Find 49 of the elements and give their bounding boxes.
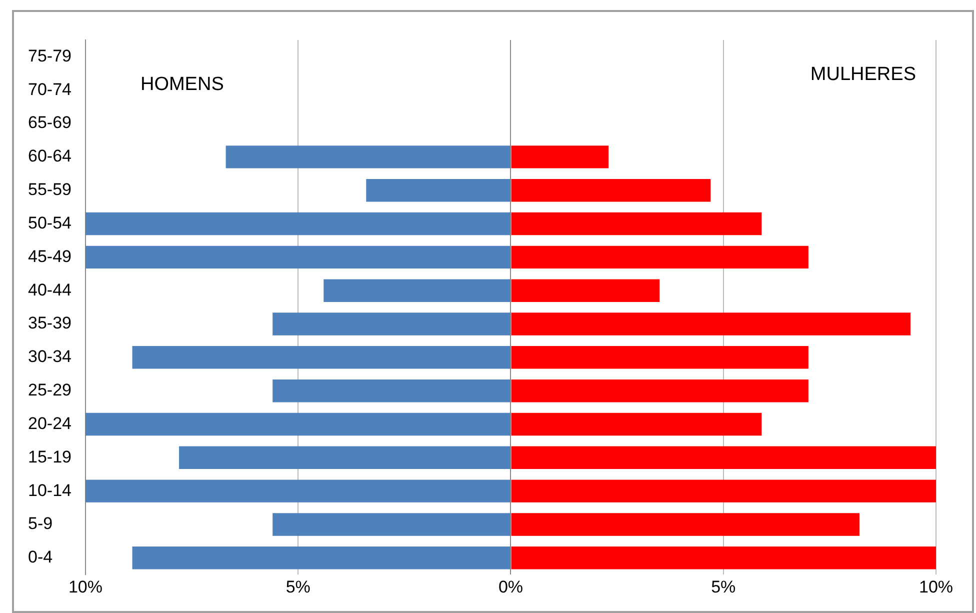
x-tick-label: 10% <box>68 577 102 596</box>
y-tick-label: 60-64 <box>28 146 72 166</box>
bar <box>511 212 762 236</box>
bar <box>179 446 510 470</box>
bar <box>272 513 510 536</box>
bar <box>511 480 936 502</box>
bar <box>85 480 510 502</box>
x-tick-label: 5% <box>286 577 310 596</box>
bar <box>366 178 510 202</box>
y-tick-label: 75-79 <box>28 46 72 66</box>
annotation: MULHERES <box>810 64 916 86</box>
bar <box>511 346 808 369</box>
bar <box>272 379 510 402</box>
bar <box>511 279 660 302</box>
y-tick-label: 5-9 <box>28 514 53 534</box>
bar <box>511 146 609 168</box>
y-tick-label: 35-39 <box>28 314 72 333</box>
bar <box>511 412 762 436</box>
bar <box>511 178 711 202</box>
y-tick-label: 30-34 <box>28 347 72 366</box>
y-tick-label: 20-24 <box>28 414 72 433</box>
bar <box>511 312 910 336</box>
y-tick-label: 50-54 <box>28 213 72 232</box>
bar <box>511 513 860 536</box>
bar <box>132 346 510 369</box>
bar <box>85 212 510 236</box>
x-tick-label: 5% <box>711 577 736 596</box>
y-tick-label: 65-69 <box>28 113 72 132</box>
bar <box>324 279 510 302</box>
bar <box>85 246 510 269</box>
y-tick-label: 15-19 <box>28 447 72 466</box>
bar <box>511 546 936 570</box>
y-tick-label: 0-4 <box>28 548 53 567</box>
annotation: HOMENS <box>140 74 224 96</box>
bar <box>272 312 510 336</box>
x-tick-label: 10% <box>918 577 954 596</box>
bar <box>85 412 510 436</box>
y-tick-label: 40-44 <box>28 280 72 300</box>
bar <box>511 379 808 402</box>
y-tick-label: 55-59 <box>28 180 72 200</box>
x-tick-label: 0% <box>498 577 524 596</box>
y-tick-label: 10-14 <box>28 480 72 500</box>
bar <box>226 146 510 168</box>
bar <box>511 446 936 470</box>
y-tick-label: 45-49 <box>28 246 72 266</box>
y-tick-label: 70-74 <box>28 80 72 99</box>
bar <box>132 546 510 570</box>
bar <box>511 246 808 269</box>
y-tick-label: 25-29 <box>28 380 72 400</box>
